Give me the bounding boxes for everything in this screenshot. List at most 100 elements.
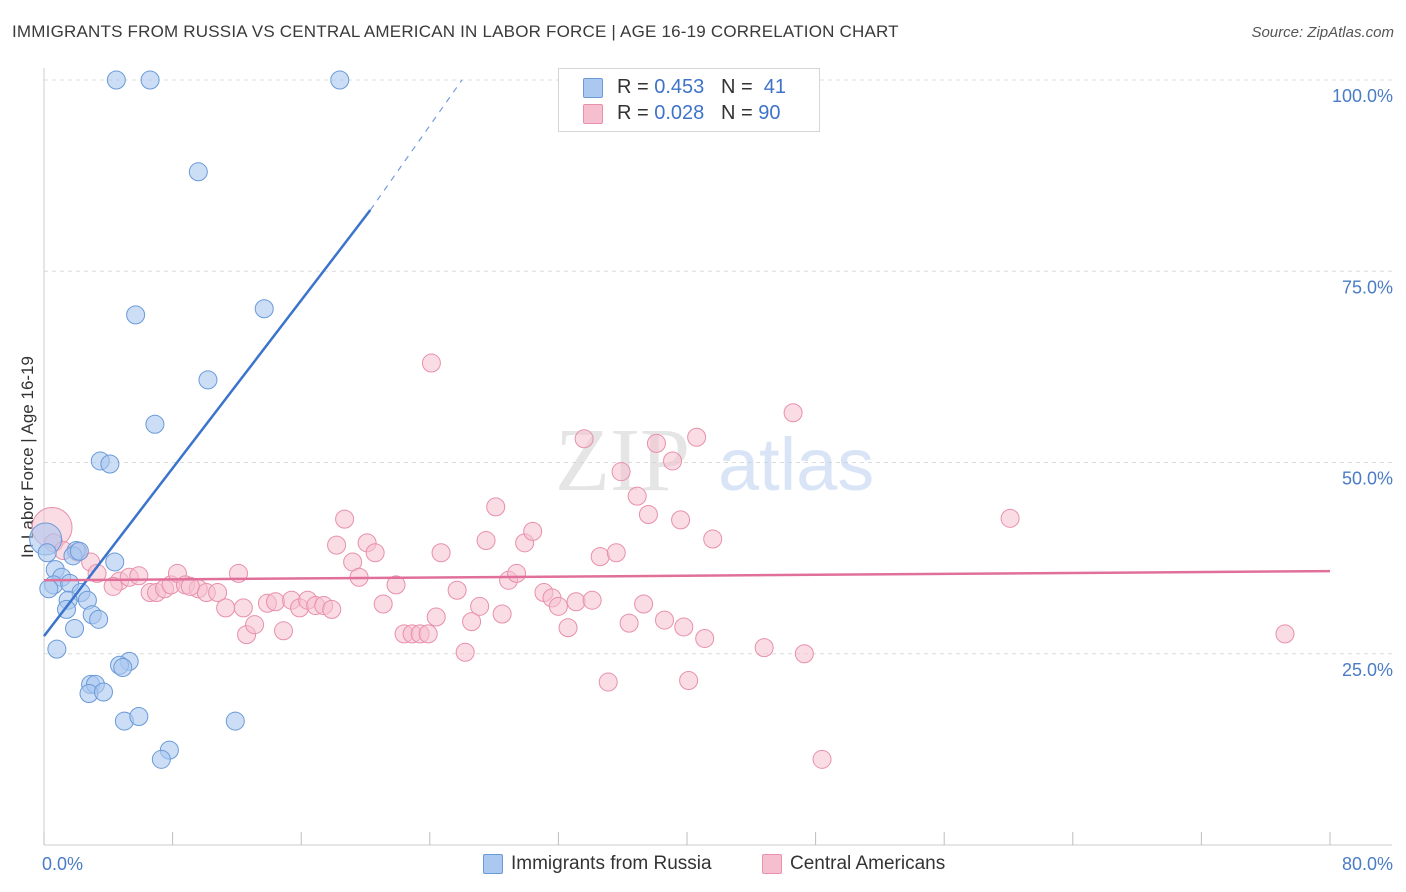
stats-legend: R = 0.453 N = 41 R = 0.028 N = 90 <box>558 68 820 132</box>
legend-label-central-americans: Central Americans <box>790 853 946 874</box>
r-label: R = <box>617 76 655 98</box>
point-central-americans <box>703 529 723 549</box>
point-immigrants-from-russia <box>140 70 160 90</box>
point-immigrants-from-russia <box>39 579 59 599</box>
trend-line-russia-extension <box>369 79 463 211</box>
legend-swatch-russia <box>483 854 503 874</box>
point-central-americans <box>654 610 674 630</box>
point-central-americans <box>386 575 406 595</box>
point-central-americans <box>447 580 467 600</box>
grid-lines <box>44 79 1392 655</box>
watermark: ZIP atlas <box>555 411 874 510</box>
point-central-americans <box>233 598 253 618</box>
n-label: N = <box>720 102 759 124</box>
legend-label-russia: Immigrants from Russia <box>511 853 712 874</box>
point-immigrants-from-russia <box>330 70 350 90</box>
point-central-americans <box>421 353 441 373</box>
point-central-americans <box>687 427 707 447</box>
point-central-americans <box>783 403 803 423</box>
y-tick-label-25: 25.0% <box>1342 660 1393 680</box>
point-central-americans <box>548 596 568 616</box>
point-immigrants-from-russia <box>151 749 171 769</box>
point-central-americans <box>476 531 496 551</box>
point-central-americans <box>598 672 618 692</box>
point-central-americans <box>627 486 647 506</box>
y-tick-label-50: 50.0% <box>1342 469 1393 489</box>
point-immigrants-from-russia <box>145 414 165 434</box>
point-central-americans <box>486 497 506 517</box>
point-central-americans <box>663 451 683 471</box>
point-central-americans <box>274 621 294 641</box>
point-central-americans <box>245 615 265 635</box>
y-axis-label: In Labor Force | Age 16-19 <box>18 356 37 558</box>
point-immigrants-from-russia <box>254 299 274 319</box>
r-value-central-americans: 0.028 <box>654 102 705 124</box>
swatch-russia <box>583 78 603 98</box>
point-central-americans <box>208 583 228 603</box>
point-central-americans <box>671 510 691 530</box>
point-central-americans <box>754 638 774 658</box>
r-value-russia: 0.453 <box>654 76 705 98</box>
point-central-americans <box>335 509 355 529</box>
point-central-americans <box>373 594 393 614</box>
x-tick-label-min: 0.0% <box>42 854 83 874</box>
point-central-americans <box>327 535 347 555</box>
point-central-americans <box>180 576 200 596</box>
point-central-americans <box>574 429 594 449</box>
n-value-russia: 41 <box>763 76 787 98</box>
point-central-americans <box>87 563 107 583</box>
point-immigrants-from-russia <box>105 552 125 572</box>
point-immigrants-from-russia <box>198 370 218 390</box>
point-central-americans <box>216 598 236 618</box>
n-value-central-americans: 90 <box>758 102 781 124</box>
point-central-americans <box>638 505 658 525</box>
r-label: R = <box>617 102 655 124</box>
trend-lines <box>43 79 1331 637</box>
point-immigrants-from-russia <box>89 609 109 629</box>
point-central-americans <box>558 618 578 638</box>
series-immigrants-from-russia <box>29 70 350 769</box>
point-central-americans <box>674 617 694 637</box>
point-central-americans <box>418 624 438 644</box>
point-immigrants-from-russia <box>126 305 146 325</box>
trend-line-central-americans <box>43 569 1331 582</box>
series-legend: Immigrants from Russia Central Americans <box>0 852 1406 878</box>
point-immigrants-from-russia <box>65 619 85 639</box>
point-immigrants-from-russia <box>106 70 126 90</box>
legend-swatch-central-americans <box>762 854 782 874</box>
swatch-central-americans <box>583 104 603 124</box>
point-immigrants-from-russia <box>47 639 67 659</box>
point-central-americans <box>265 592 285 612</box>
x-tick-labels: 0.0% 80.0% <box>42 854 1393 874</box>
point-central-americans <box>794 644 814 664</box>
point-central-americans <box>619 613 639 633</box>
point-central-americans <box>679 671 699 691</box>
point-immigrants-from-russia <box>129 706 149 726</box>
series-central-americans <box>31 353 1295 769</box>
y-tick-labels: 25.0% 50.0% 75.0% 100.0% <box>1332 86 1393 680</box>
point-central-americans <box>1000 508 1020 528</box>
axes <box>43 68 1392 846</box>
point-central-americans <box>1275 624 1295 644</box>
watermark-atlas: atlas <box>718 423 874 506</box>
point-central-americans <box>695 628 715 648</box>
point-central-americans <box>103 576 123 596</box>
point-central-americans <box>634 594 654 614</box>
trend-line-russia <box>43 209 372 637</box>
x-tick-label-max: 80.0% <box>1342 854 1393 874</box>
point-central-americans <box>590 547 610 567</box>
point-immigrants-from-russia <box>225 711 245 731</box>
point-central-americans <box>426 607 446 627</box>
point-central-americans <box>365 543 385 563</box>
point-immigrants-from-russia <box>93 682 113 702</box>
point-central-americans <box>582 590 602 610</box>
point-central-americans <box>462 612 482 632</box>
point-central-americans <box>611 462 631 482</box>
point-central-americans <box>646 433 666 453</box>
point-central-americans <box>455 642 475 662</box>
point-central-americans <box>606 543 626 563</box>
point-central-americans <box>470 596 490 616</box>
point-central-americans <box>322 599 342 619</box>
point-immigrants-from-russia <box>113 658 133 678</box>
